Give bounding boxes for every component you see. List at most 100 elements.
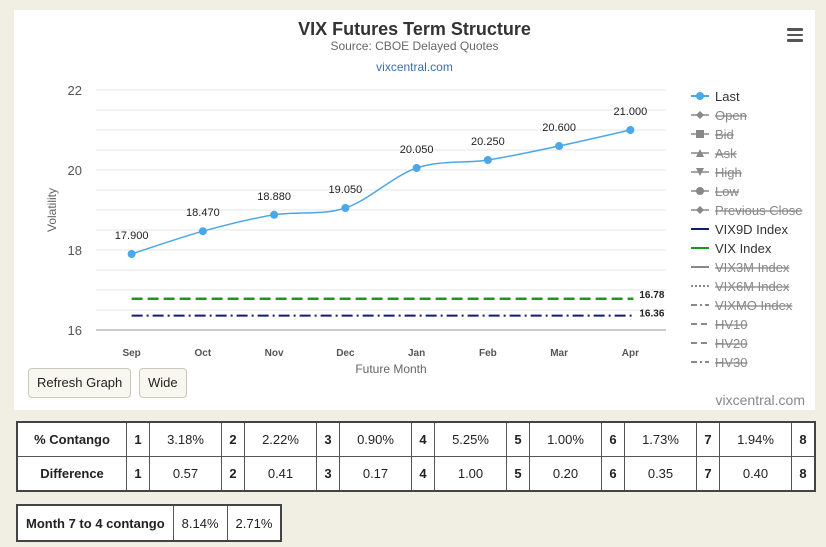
legend-label: HV10 (715, 317, 748, 332)
last-point (626, 126, 635, 134)
month7to4-label: Month 7 to 4 contango (16, 504, 174, 542)
month-number: 3 (316, 421, 340, 457)
month-value: 0.35 (624, 456, 697, 492)
legend-label: HV20 (715, 336, 748, 351)
legend-item-vix-index[interactable]: VIX Index (691, 241, 772, 256)
legend-item-hv10[interactable]: HV10 (691, 317, 748, 332)
legend-item-vix9d-index[interactable]: VIX9D Index (691, 222, 788, 237)
legend-item-high[interactable]: High (691, 165, 742, 180)
wide-button[interactable]: Wide (139, 368, 187, 398)
legend-label: Last (715, 89, 740, 104)
legend-item-previous-close[interactable]: Previous Close (691, 203, 802, 218)
month-number: 8 (791, 421, 816, 457)
x-tick-label: Mar (550, 348, 568, 359)
y-axis-title: Volatility (45, 188, 59, 232)
legend-label: VIX6M Index (715, 279, 790, 294)
last-data-label: 20.250 (471, 136, 505, 148)
legend-label: Open (715, 108, 747, 123)
source-link[interactable]: vixcentral.com (376, 60, 453, 74)
legend-marker (696, 187, 704, 195)
month-value: 0.20 (529, 456, 602, 492)
last-point (127, 250, 136, 258)
month-value: 1.94% (719, 421, 792, 457)
legend-item-vixmo-index[interactable]: VIXMO Index (691, 298, 793, 313)
y-tick-label: 16 (68, 323, 82, 338)
legend-label: HV30 (715, 355, 748, 370)
month-number: 4 (411, 421, 435, 457)
chart-credit: vixcentral.com (715, 392, 805, 408)
month-number: 6 (601, 456, 625, 492)
y-tick-label: 20 (68, 163, 82, 178)
legend-marker (696, 92, 704, 100)
month-number: 4 (411, 456, 435, 492)
contango-table-row: % Contango 1 3.18% 2 2.22% 3 0.90% 4 5.25% 5 1.00%… (16, 421, 816, 457)
y-tick-label: 22 (68, 83, 82, 98)
last-point (483, 156, 492, 164)
legend-label: Ask (715, 146, 737, 161)
month-number: 1 (126, 456, 150, 492)
month-number: 3 (316, 456, 340, 492)
month-value: 5.25% (434, 421, 507, 457)
x-tick-label: Nov (265, 348, 284, 359)
month-number: 5 (506, 421, 530, 457)
month-value: 0.90% (339, 421, 412, 457)
last-series-line (131, 129, 631, 255)
month-number: 5 (506, 456, 530, 492)
month-number: 7 (696, 421, 720, 457)
legend-item-hv20[interactable]: HV20 (691, 336, 748, 351)
month7to4-table: Month 7 to 4 contango 8.14% 2.71% (16, 504, 283, 542)
term-structure-plot: 16 18 20 22 Sep Oct Nov Dec Jan Feb Mar Apr Future M… (45, 83, 802, 376)
month-number: 6 (601, 421, 625, 457)
last-data-label: 18.880 (257, 191, 291, 203)
chart-subtitle: Source: CBOE Delayed Quotes (330, 39, 499, 53)
last-point (412, 164, 421, 172)
y-tick-label: 18 (68, 243, 82, 258)
vix9d-index-label: 16.36 (639, 309, 664, 320)
x-tick-label: Apr (622, 348, 639, 359)
month-number: 1 (126, 421, 150, 457)
legend-marker (696, 206, 704, 214)
month-value: 1.00% (529, 421, 602, 457)
contango-table: % Contango 1 3.18% 2 2.22% 3 0.90% 4 5.25% 5 1.00%… (16, 421, 816, 492)
month-number: 2 (221, 421, 245, 457)
legend-item-hv30[interactable]: HV30 (691, 355, 748, 370)
month-value: 2.22% (244, 421, 317, 457)
x-tick-label: Jan (408, 348, 425, 359)
legend-item-low[interactable]: Low (691, 184, 739, 199)
last-data-label: 19.050 (329, 184, 363, 196)
refresh-graph-button[interactable]: Refresh Graph (28, 368, 132, 398)
legend-item-bid[interactable]: Bid (691, 127, 734, 142)
legend-label: VIX3M Index (715, 260, 790, 275)
last-data-label: 20.600 (542, 122, 576, 134)
legend-item-ask[interactable]: Ask (691, 146, 737, 161)
month-value: 0.57 (149, 456, 222, 492)
legend-label: Bid (715, 127, 734, 142)
legend-item-last[interactable]: Last (691, 89, 740, 104)
x-tick-label: Sep (122, 348, 140, 359)
legend-item-vix3m-index[interactable]: VIX3M Index (691, 260, 790, 275)
legend-marker (696, 149, 704, 157)
month-value: 0.40 (719, 456, 792, 492)
month-number: 7 (696, 456, 720, 492)
month-value: 1.00 (434, 456, 507, 492)
legend-marker (696, 111, 704, 119)
month7to4-value: 8.14% (172, 504, 228, 542)
legend-marker (696, 168, 704, 176)
legend-item-open[interactable]: Open (691, 108, 747, 123)
last-data-label: 17.900 (115, 230, 149, 242)
hamburger-menu-icon[interactable] (787, 28, 803, 42)
chart-title: VIX Futures Term Structure (298, 19, 531, 39)
month-value: 1.73% (624, 421, 697, 457)
legend-label: High (715, 165, 742, 180)
row-label: Difference (16, 456, 127, 492)
last-data-label: 20.050 (400, 144, 434, 156)
vix-index-label: 16.78 (639, 290, 664, 301)
x-tick-label: Feb (479, 348, 497, 359)
month-number: 8 (791, 456, 816, 492)
legend-item-vix6m-index[interactable]: VIX6M Index (691, 279, 790, 294)
last-point (341, 204, 350, 212)
legend-label: Low (715, 184, 739, 199)
legend-label: VIXMO Index (715, 298, 793, 313)
x-axis-title: Future Month (355, 362, 426, 376)
month-number: 2 (221, 456, 245, 492)
